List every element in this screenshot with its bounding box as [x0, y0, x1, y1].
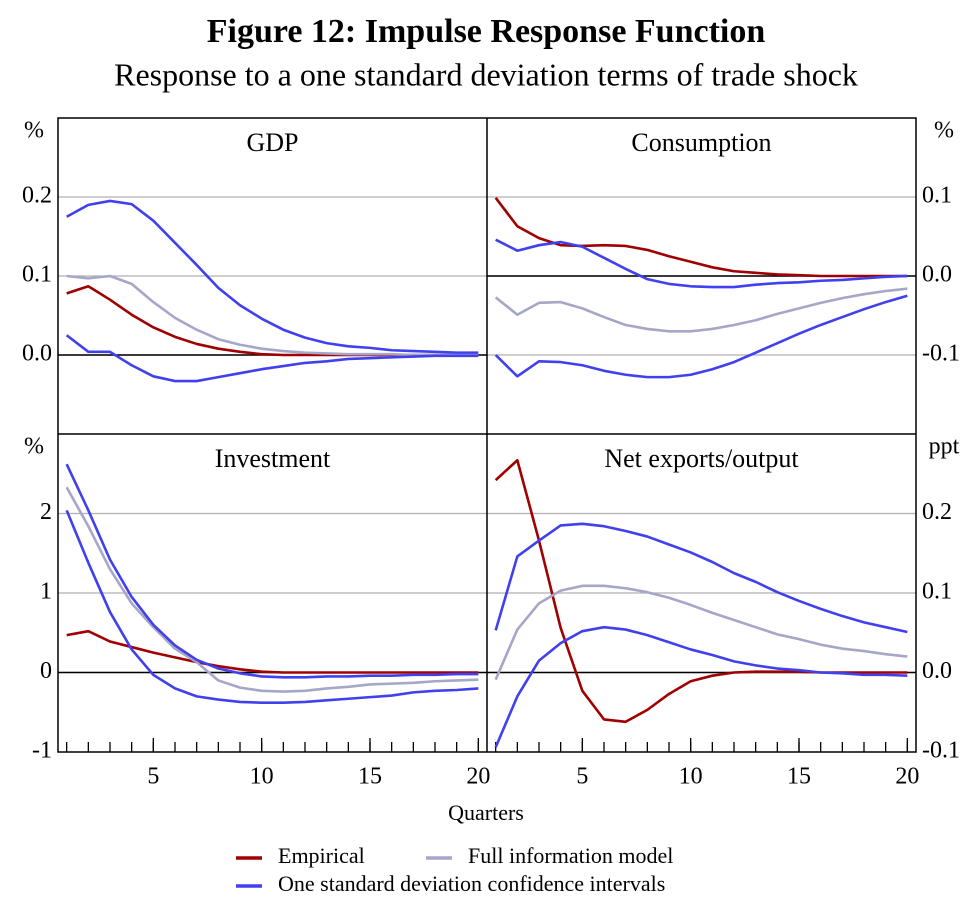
- series-line: [494, 458, 908, 724]
- y-tick-label: -1: [32, 738, 52, 764]
- series-line: [494, 294, 908, 379]
- panel: -1 0 1 2% Investment 5 10 15 20: [24, 434, 490, 790]
- y-tick-label: 0.0: [922, 262, 952, 288]
- series-line: [494, 197, 908, 278]
- plots: 0.0 0.1 0.2% GDP -0.1 0.0 0.1% Consumption -1 0 1 2…: [22, 118, 960, 790]
- x-axis-label: Quarters: [448, 800, 524, 825]
- panel-title: Investment: [215, 444, 331, 473]
- figure-title: Figure 12: Impulse Response Function: [207, 13, 766, 50]
- series-line: [66, 284, 479, 357]
- x-tick-label: 5: [576, 764, 588, 790]
- y-tick-label: 0.2: [922, 499, 952, 525]
- y-tick-label: -0.1: [922, 341, 960, 367]
- y-unit-label: %: [934, 118, 954, 144]
- panel-title: GDP: [246, 128, 298, 157]
- legend-label: Empirical: [278, 843, 365, 868]
- y-unit-label: %: [24, 118, 44, 144]
- series-line: [494, 522, 908, 634]
- y-unit-label: %: [24, 434, 44, 460]
- x-tick-label: 15: [358, 764, 382, 790]
- y-tick-label: 0.1: [922, 183, 952, 209]
- series-line: [494, 584, 908, 681]
- y-tick-label: 0.0: [22, 341, 52, 367]
- x-tick-label: 15: [787, 764, 811, 790]
- series-line: [495, 238, 908, 289]
- x-tick-label: 5: [147, 764, 159, 790]
- panel: -0.1 0.0 0.1% Consumption: [487, 118, 960, 379]
- panel: 0.0 0.1 0.2% GDP: [22, 118, 487, 383]
- series-line: [65, 509, 479, 705]
- y-tick-label: 0.0: [922, 658, 952, 684]
- panel-title: Consumption: [631, 128, 771, 157]
- series-line: [66, 629, 479, 674]
- y-unit-label: ppt: [929, 434, 960, 460]
- figure-subtitle: Response to a one standard deviation ter…: [114, 56, 858, 92]
- series-line: [66, 199, 479, 354]
- x-tick-label: 20: [466, 764, 490, 790]
- series-line: [494, 625, 908, 748]
- y-tick-label: 0.2: [22, 183, 52, 209]
- panel-title: Net exports/output: [604, 444, 799, 473]
- x-tick-label: 20: [895, 764, 919, 790]
- y-tick-label: 2: [40, 499, 52, 525]
- legend: Empirical Full information model One stand…: [236, 843, 673, 896]
- y-tick-label: -0.1: [922, 738, 960, 764]
- series-line: [494, 287, 908, 333]
- x-tick-label: 10: [679, 764, 703, 790]
- series-line: [66, 274, 479, 357]
- x-tick-label: 10: [250, 764, 274, 790]
- y-tick-label: 0.1: [22, 262, 52, 288]
- y-tick-label: 0: [40, 658, 52, 684]
- series-line: [65, 463, 479, 679]
- series-line: [65, 334, 479, 383]
- y-tick-label: 0.1: [922, 579, 952, 605]
- series-line: [65, 486, 479, 693]
- y-tick-label: 1: [40, 579, 52, 605]
- legend-label: Full information model: [468, 843, 673, 868]
- legend-label: One standard deviation confidence interv…: [278, 871, 665, 896]
- panel: -0.1 0.0 0.1 0.2 ppt Net exports/output 5 10 15 2…: [487, 434, 960, 790]
